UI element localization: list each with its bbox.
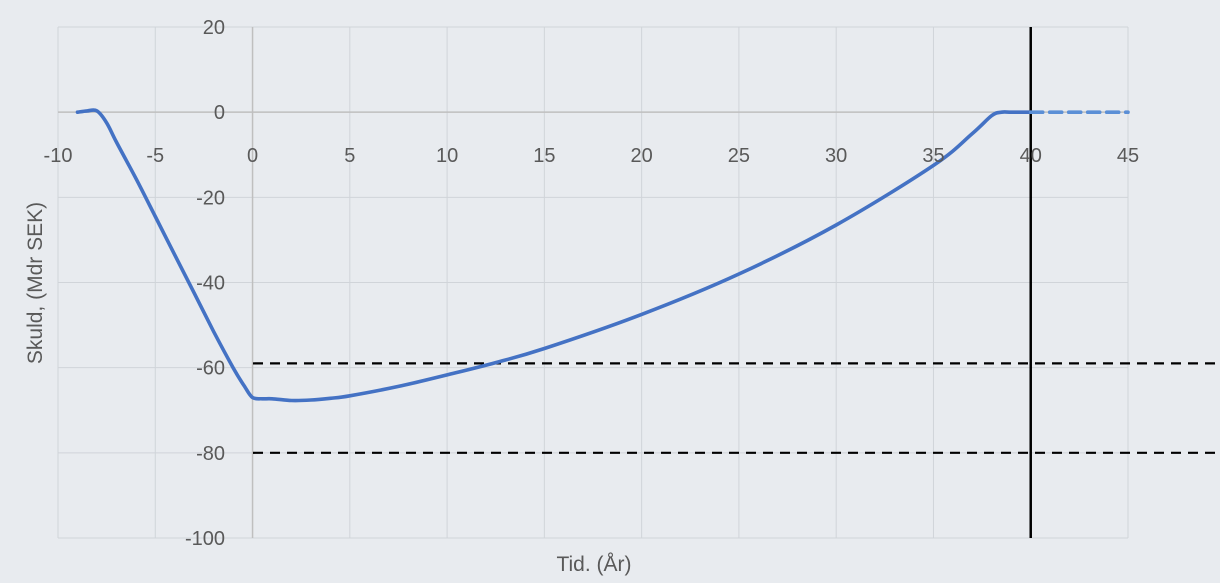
y-tick-label: -40	[196, 273, 225, 295]
series-lines	[75, 108, 1130, 403]
x-tick-label: -10	[44, 145, 73, 167]
x-tick-label: 30	[825, 145, 847, 167]
x-tick-label: 5	[344, 145, 355, 167]
axes	[58, 27, 1128, 538]
series-line-debt	[75, 108, 1033, 403]
y-tick-label: -60	[196, 358, 225, 380]
x-tick-label: 20	[631, 145, 653, 167]
y-tick-label: 20	[203, 17, 225, 39]
x-tick-label: 25	[728, 145, 750, 167]
y-tick-labels: 20 0 -20 -40 -60 -80 -100	[185, 17, 225, 550]
x-tick-label: 10	[436, 145, 458, 167]
x-tick-label: 45	[1117, 145, 1139, 167]
y-tick-label: 0	[214, 102, 225, 124]
x-tick-label: 0	[247, 145, 258, 167]
y-tick-label: -80	[196, 443, 225, 465]
y-tick-label: -100	[185, 528, 225, 550]
x-tick-labels: -10 -5 0 5 10 15 20 25 30 35 40 45	[44, 145, 1140, 167]
x-tick-label: 15	[533, 145, 555, 167]
x-tick-label: -5	[146, 145, 164, 167]
x-tick-label: 40	[1020, 145, 1042, 167]
x-axis-title: Tid. (År)	[556, 553, 631, 576]
y-tick-label: -20	[196, 187, 225, 209]
x-tick-label: 35	[922, 145, 944, 167]
y-axis-title: Skuld, (Mdr SEK)	[24, 202, 47, 364]
